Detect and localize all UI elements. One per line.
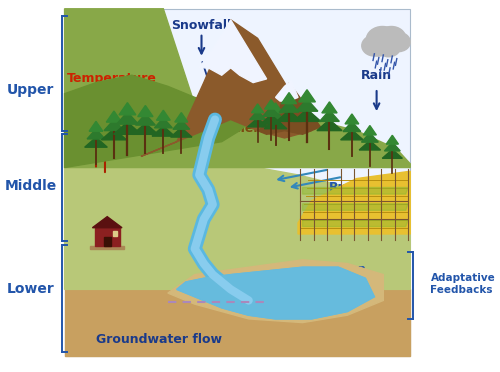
Text: Flow: Flow (262, 285, 294, 298)
Polygon shape (89, 121, 103, 131)
Text: Groundwater flow: Groundwater flow (96, 333, 222, 346)
Text: Irrigation: Irrigation (307, 264, 366, 274)
Polygon shape (170, 128, 192, 137)
Polygon shape (112, 231, 117, 236)
Polygon shape (364, 125, 376, 135)
Text: Upper: Upper (7, 83, 54, 97)
Polygon shape (386, 135, 398, 144)
Polygon shape (156, 110, 170, 120)
Polygon shape (345, 114, 359, 124)
Polygon shape (322, 102, 337, 113)
Text: Glacier melt: Glacier melt (212, 109, 280, 119)
Polygon shape (264, 100, 278, 109)
Polygon shape (276, 81, 298, 101)
Circle shape (366, 26, 398, 53)
Polygon shape (116, 112, 138, 124)
Polygon shape (84, 137, 108, 147)
Text: ET: ET (76, 130, 94, 142)
Polygon shape (177, 267, 374, 319)
Polygon shape (64, 9, 410, 167)
Polygon shape (177, 267, 374, 319)
Polygon shape (248, 118, 268, 127)
Polygon shape (64, 289, 410, 356)
Polygon shape (133, 123, 158, 134)
Polygon shape (175, 113, 188, 122)
Polygon shape (252, 104, 264, 113)
Polygon shape (296, 99, 318, 111)
Text: Adaptative
Feedbacks: Adaptative Feedbacks (430, 273, 495, 295)
Polygon shape (64, 157, 410, 289)
Polygon shape (94, 228, 120, 246)
Polygon shape (102, 129, 126, 140)
Polygon shape (106, 111, 122, 122)
Polygon shape (320, 110, 340, 121)
Polygon shape (64, 75, 253, 167)
Polygon shape (154, 118, 172, 128)
Polygon shape (258, 83, 320, 134)
Text: Middle: Middle (5, 179, 57, 193)
Polygon shape (90, 246, 124, 249)
Polygon shape (298, 90, 316, 102)
Text: Runoff: Runoff (328, 181, 376, 194)
Polygon shape (168, 260, 384, 323)
Polygon shape (262, 107, 280, 116)
Text: Snowmelt: Snowmelt (194, 122, 263, 135)
Circle shape (377, 38, 400, 57)
Polygon shape (266, 110, 284, 121)
Polygon shape (104, 119, 124, 131)
Circle shape (369, 40, 388, 56)
Polygon shape (343, 122, 361, 132)
Polygon shape (92, 217, 122, 228)
Circle shape (362, 35, 387, 56)
Polygon shape (136, 114, 156, 125)
Polygon shape (87, 129, 105, 139)
Polygon shape (264, 119, 287, 129)
Polygon shape (250, 111, 266, 119)
Polygon shape (362, 133, 378, 142)
Polygon shape (298, 171, 410, 234)
Polygon shape (340, 130, 363, 140)
Polygon shape (317, 119, 342, 131)
FancyBboxPatch shape (64, 9, 410, 356)
Polygon shape (200, 20, 266, 83)
Polygon shape (173, 120, 190, 129)
Text: Temperature: Temperature (67, 73, 156, 86)
Polygon shape (114, 122, 141, 134)
Polygon shape (359, 141, 380, 150)
Polygon shape (293, 109, 321, 121)
Text: Rain: Rain (361, 69, 392, 82)
Circle shape (377, 26, 406, 50)
Polygon shape (276, 110, 301, 121)
Circle shape (387, 32, 410, 52)
Polygon shape (119, 103, 136, 115)
Polygon shape (104, 237, 111, 246)
Polygon shape (282, 93, 296, 104)
Text: Lower: Lower (7, 282, 55, 296)
Polygon shape (384, 142, 400, 151)
Polygon shape (260, 115, 282, 124)
Text: Snowfall: Snowfall (172, 19, 232, 32)
Polygon shape (302, 187, 408, 194)
Polygon shape (302, 220, 408, 227)
Polygon shape (382, 150, 402, 158)
Polygon shape (152, 126, 174, 136)
Polygon shape (279, 101, 299, 112)
Polygon shape (141, 20, 312, 157)
Polygon shape (138, 106, 153, 116)
Polygon shape (268, 103, 282, 113)
Polygon shape (302, 204, 408, 211)
